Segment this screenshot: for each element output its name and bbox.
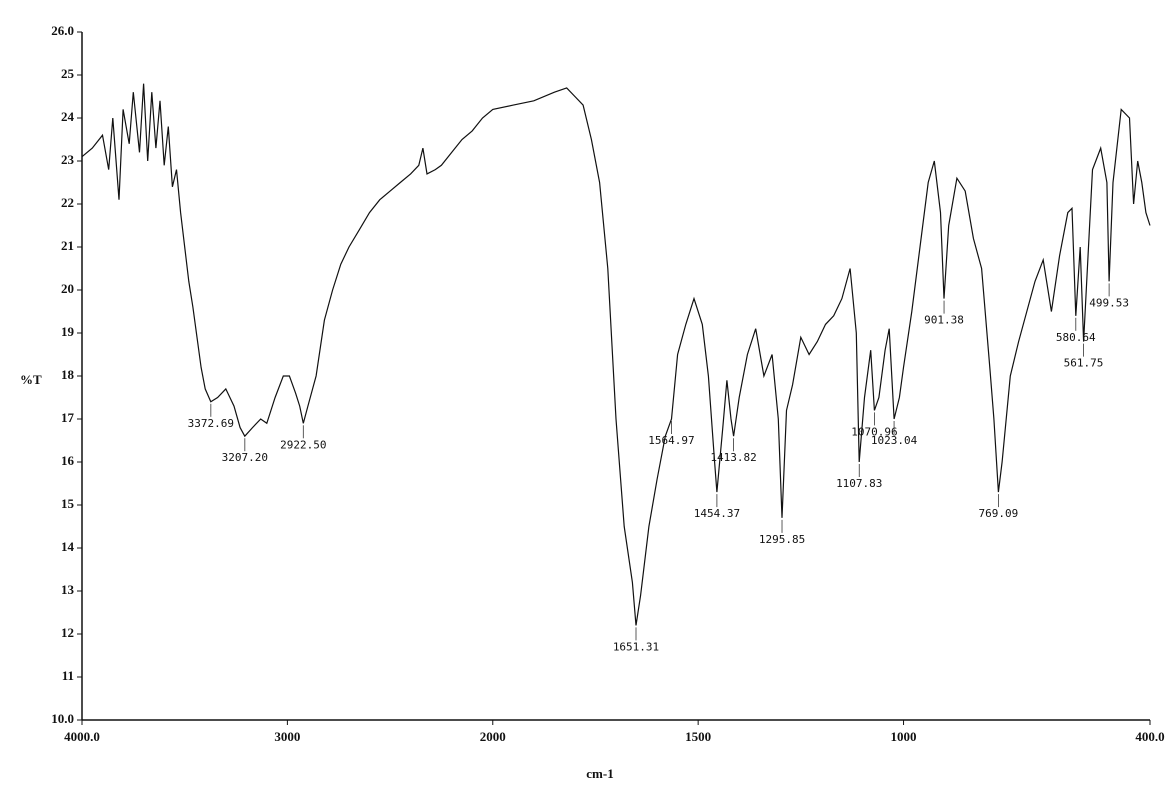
peak-label: 1295.85 — [759, 533, 805, 546]
peak-label: 1413.82 — [710, 451, 756, 464]
x-tick-label: 1500 — [685, 729, 711, 744]
y-tick-label: 13 — [61, 582, 75, 597]
y-tick-label: 14 — [61, 539, 75, 554]
peak-label: 3372.69 — [188, 417, 234, 430]
spectrum-line — [81, 83, 1151, 626]
peak-label: 1564.97 — [648, 434, 694, 447]
y-axis-label: %T — [20, 372, 42, 387]
x-tick-label: 1000 — [891, 729, 917, 744]
x-axis-label: cm-1 — [586, 766, 613, 781]
peak-label: 769.09 — [979, 507, 1019, 520]
x-tick-label: 4000.0 — [64, 729, 100, 744]
y-tick-label: 26.0 — [51, 23, 74, 38]
y-tick-label: 12 — [61, 625, 74, 640]
y-tick-label: 10.0 — [51, 711, 74, 726]
x-tick-label: 3000 — [274, 729, 300, 744]
y-tick-label: 16 — [61, 453, 75, 468]
y-tick-label: 23 — [61, 152, 75, 167]
peak-label: 580.64 — [1056, 331, 1096, 344]
y-tick-label: 15 — [61, 496, 75, 511]
x-tick-label: 400.0 — [1135, 729, 1164, 744]
peak-label: 1070.96 — [851, 425, 897, 438]
y-tick-label: 20 — [61, 281, 74, 296]
peak-label: 3207.20 — [222, 451, 268, 464]
peak-label: 2922.50 — [280, 438, 326, 451]
y-tick-label: 18 — [61, 367, 75, 382]
y-tick-label: 11 — [62, 668, 74, 683]
peak-label: 499.53 — [1089, 296, 1129, 309]
x-tick-label: 2000 — [480, 729, 506, 744]
y-tick-label: 21 — [61, 238, 74, 253]
y-tick-label: 25 — [61, 66, 75, 81]
peak-label: 561.75 — [1064, 357, 1104, 370]
peak-label: 1107.83 — [836, 477, 882, 490]
y-tick-label: 19 — [61, 324, 75, 339]
peak-label: 1454.37 — [694, 507, 740, 520]
peak-label: 901.38 — [924, 314, 964, 327]
peak-label: 1023.04 — [871, 434, 918, 447]
peak-label: 1651.31 — [613, 640, 659, 653]
y-tick-label: 17 — [61, 410, 75, 425]
y-tick-label: 24 — [61, 109, 75, 124]
y-tick-label: 22 — [61, 195, 74, 210]
